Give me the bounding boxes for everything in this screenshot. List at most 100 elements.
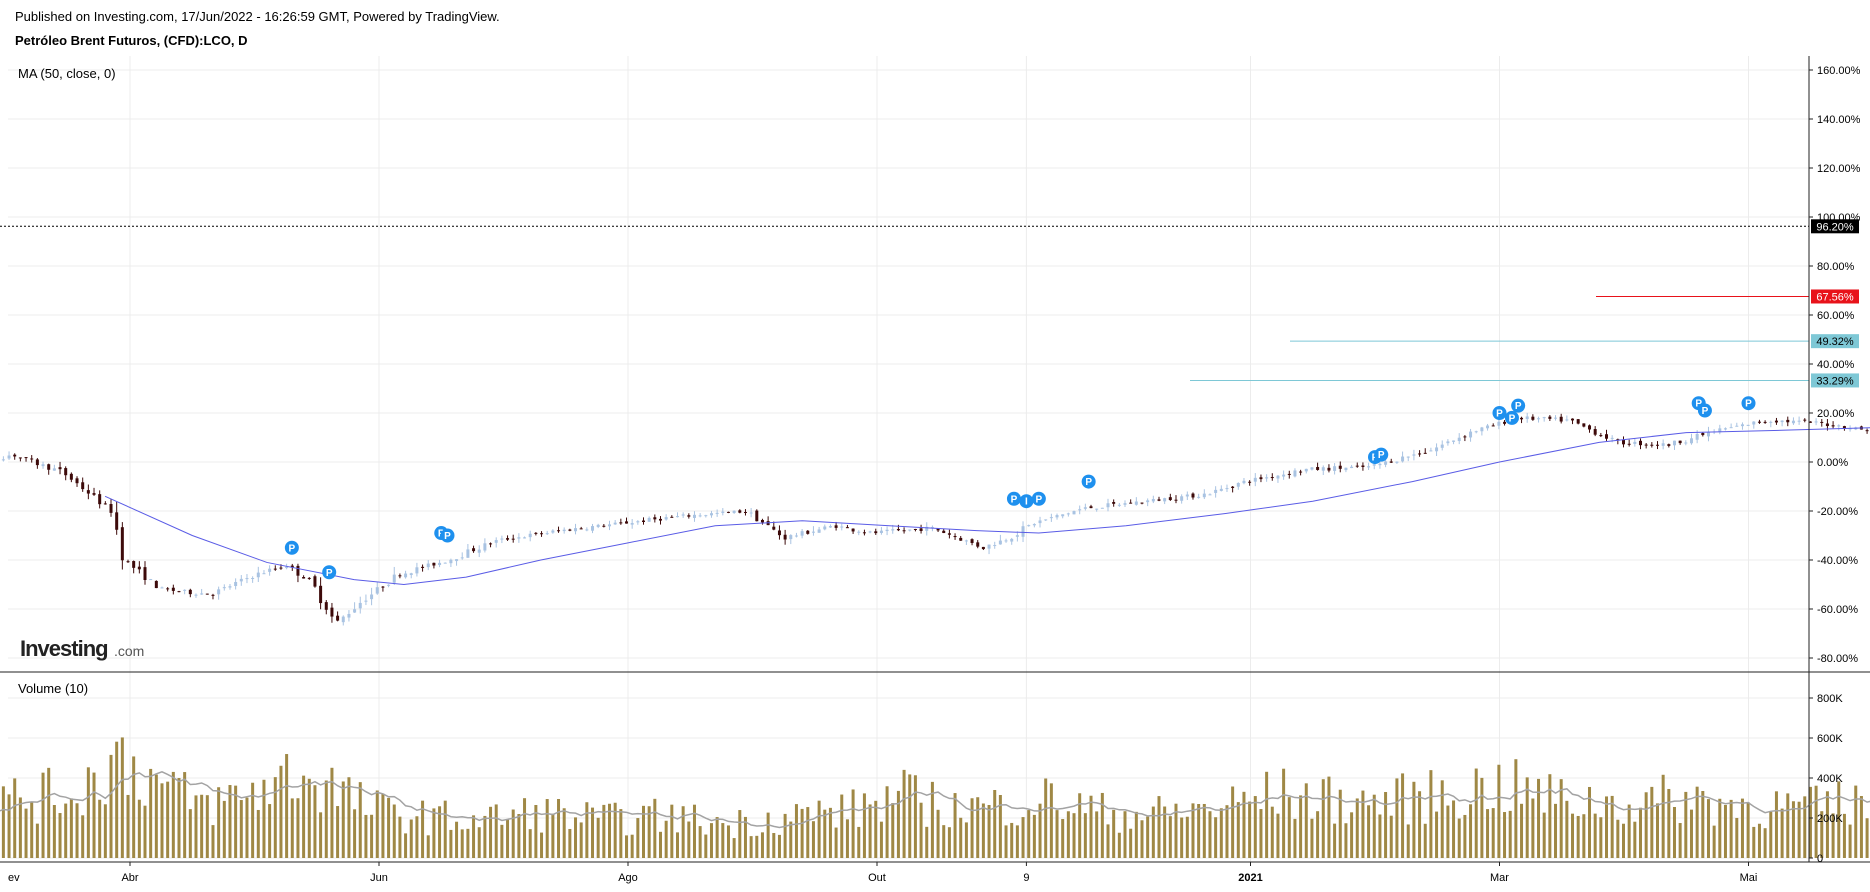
volume-bar[interactable] [222, 800, 226, 858]
candle-body[interactable] [1525, 416, 1529, 420]
volume-bar[interactable] [1678, 823, 1682, 858]
candle-body[interactable] [1310, 467, 1314, 470]
candle-body[interactable] [64, 468, 68, 476]
candle-body[interactable] [1293, 470, 1297, 477]
candle-body[interactable] [188, 589, 192, 595]
volume-bar[interactable] [540, 832, 544, 858]
volume-bar[interactable] [1248, 801, 1252, 858]
volume-bar[interactable] [942, 825, 946, 858]
volume-bar[interactable] [392, 804, 396, 858]
candle-body[interactable] [760, 519, 764, 523]
volume-bar[interactable] [1650, 786, 1654, 858]
candle-body[interactable] [670, 516, 674, 518]
candle-body[interactable] [1791, 420, 1795, 424]
candle-body[interactable] [902, 530, 906, 532]
volume-bar[interactable] [1469, 804, 1473, 858]
volume-bar[interactable] [879, 821, 883, 858]
candle-body[interactable] [528, 533, 532, 538]
candle-body[interactable] [1242, 480, 1246, 484]
volume-bar[interactable] [1820, 811, 1824, 858]
candle-body[interactable] [534, 532, 538, 534]
volume-bar[interactable] [896, 790, 900, 858]
volume-bar[interactable] [670, 804, 674, 858]
volume-bar[interactable] [970, 798, 974, 858]
candle-body[interactable] [874, 531, 878, 534]
volume-bar[interactable] [285, 754, 289, 858]
volume-bar[interactable] [98, 799, 102, 858]
volume-bar[interactable] [642, 805, 646, 858]
candle-body[interactable] [1825, 423, 1829, 427]
volume-bar[interactable] [1537, 778, 1541, 858]
volume-bar[interactable] [1406, 824, 1410, 858]
volume-bar[interactable] [1299, 795, 1303, 858]
volume-bar[interactable] [828, 807, 832, 858]
candle-body[interactable] [692, 514, 696, 518]
event-marker[interactable] [1081, 474, 1096, 489]
volume-bar[interactable] [1078, 793, 1082, 858]
volume-bar[interactable] [1559, 779, 1563, 858]
candle-body[interactable] [919, 528, 923, 531]
volume-bar[interactable] [364, 814, 368, 858]
volume-bar[interactable] [794, 804, 798, 858]
candle-body[interactable] [1231, 486, 1235, 488]
volume-bar[interactable] [1338, 789, 1342, 858]
candle-body[interactable] [166, 588, 170, 590]
candle-body[interactable] [840, 526, 844, 528]
volume-bar[interactable] [143, 805, 147, 858]
candle-body[interactable] [987, 544, 991, 549]
candle-body[interactable] [1406, 456, 1410, 458]
volume-bar[interactable] [608, 803, 612, 858]
volume-bar[interactable] [1525, 777, 1529, 858]
candle-body[interactable] [772, 526, 776, 530]
volume-bar[interactable] [1372, 794, 1376, 858]
candle-body[interactable] [879, 530, 883, 533]
volume-bar[interactable] [256, 809, 260, 858]
volume-bar[interactable] [177, 777, 181, 858]
volume-bar[interactable] [1616, 819, 1620, 858]
volume-bar[interactable] [1627, 804, 1631, 858]
volume-bar[interactable] [1746, 802, 1750, 858]
volume-bar[interactable] [1327, 776, 1331, 858]
volume-bar[interactable] [1157, 796, 1161, 858]
candle-body[interactable] [511, 538, 515, 540]
candle-body[interactable] [1372, 464, 1376, 466]
volume-bar[interactable] [545, 799, 549, 858]
volume-bar[interactable] [1769, 811, 1773, 858]
volume-bar[interactable] [1825, 791, 1829, 858]
candle-body[interactable] [1808, 421, 1812, 423]
candle-body[interactable] [1718, 428, 1722, 433]
volume-bar[interactable] [1661, 774, 1665, 858]
volume-bar[interactable] [976, 797, 980, 858]
candle-body[interactable] [1021, 526, 1025, 537]
candle-body[interactable] [149, 579, 153, 581]
volume-bar[interactable] [279, 765, 283, 858]
candle-body[interactable] [75, 478, 79, 484]
event-marker[interactable] [284, 540, 299, 555]
candle-body[interactable] [438, 562, 442, 566]
volume-bar[interactable] [1706, 799, 1710, 858]
candle-body[interactable] [1208, 494, 1212, 496]
candle-body[interactable] [1236, 483, 1240, 487]
volume-bar[interactable] [523, 798, 527, 858]
candle-body[interactable] [256, 572, 260, 578]
candle-body[interactable] [160, 587, 164, 589]
candle-body[interactable] [1469, 431, 1473, 438]
candle-body[interactable] [1531, 416, 1535, 420]
candle-body[interactable] [1248, 481, 1252, 483]
volume-bar[interactable] [1401, 773, 1405, 858]
candle-body[interactable] [1078, 509, 1082, 511]
candle-body[interactable] [1061, 514, 1065, 517]
candle-body[interactable] [953, 536, 957, 538]
volume-bar[interactable] [47, 767, 51, 858]
candle-body[interactable] [296, 565, 300, 576]
candle-body[interactable] [868, 531, 872, 533]
candle-body[interactable] [319, 585, 323, 604]
volume-bar[interactable] [1236, 802, 1240, 858]
candle-body[interactable] [279, 567, 283, 569]
volume-bar[interactable] [1497, 764, 1501, 858]
volume-bar[interactable] [183, 772, 187, 858]
volume-bar[interactable] [1797, 801, 1801, 858]
candle-body[interactable] [330, 607, 334, 617]
candle-body[interactable] [398, 575, 402, 577]
candle-body[interactable] [1367, 466, 1371, 468]
